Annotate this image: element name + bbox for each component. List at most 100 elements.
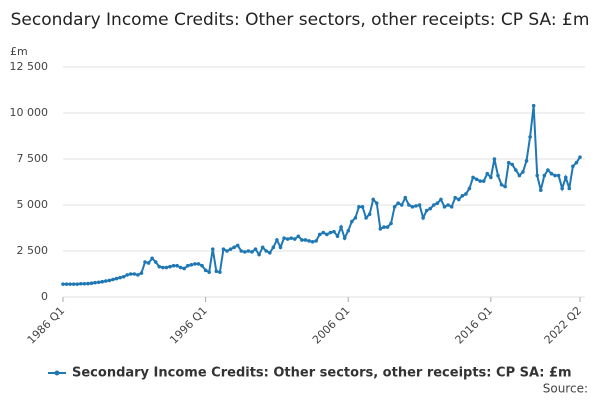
- point: [392, 205, 397, 209]
- point: [442, 205, 447, 209]
- point: [207, 270, 211, 274]
- point: [271, 245, 276, 250]
- point: [428, 206, 433, 211]
- point: [357, 205, 361, 209]
- point: [264, 249, 269, 253]
- point: [571, 164, 575, 169]
- x-tick-label: 2006 Q1: [310, 304, 353, 347]
- point: [125, 273, 129, 277]
- point: [360, 205, 365, 209]
- point: [578, 155, 582, 159]
- point: [521, 170, 525, 174]
- point: [514, 168, 518, 172]
- point: [114, 276, 119, 281]
- point: [556, 173, 561, 178]
- x-tick-label: 2022 Q2: [542, 304, 585, 347]
- point: [321, 230, 326, 235]
- point: [499, 182, 504, 187]
- point: [314, 239, 318, 243]
- point: [407, 203, 411, 207]
- point: [399, 203, 404, 207]
- point: [317, 232, 322, 237]
- point: [218, 270, 222, 274]
- point: [496, 173, 500, 178]
- point: [200, 263, 204, 268]
- point: [253, 247, 258, 251]
- point: [307, 239, 311, 243]
- y-unit: £m: [10, 45, 28, 58]
- x-tick-label: 1986 Q1: [25, 304, 68, 347]
- point: [396, 201, 400, 205]
- point: [300, 238, 304, 242]
- point: [68, 282, 72, 286]
- point: [542, 173, 547, 178]
- point: [371, 197, 376, 202]
- point: [435, 201, 440, 205]
- point: [189, 263, 194, 267]
- point: [449, 205, 454, 209]
- point: [285, 237, 290, 241]
- point: [89, 281, 94, 286]
- point: [235, 243, 240, 248]
- y-tick-label: 12 500: [10, 60, 49, 73]
- point: [567, 186, 572, 191]
- y-tick-label: 0: [41, 290, 48, 303]
- point: [61, 282, 65, 286]
- point: [168, 264, 172, 269]
- point: [103, 279, 108, 283]
- point: [339, 225, 343, 229]
- point: [161, 265, 165, 270]
- point: [185, 263, 190, 268]
- point: [178, 265, 183, 270]
- point: [100, 279, 105, 284]
- point: [221, 247, 226, 251]
- point: [257, 252, 261, 257]
- point: [214, 269, 219, 274]
- point: [510, 162, 515, 167]
- point: [260, 245, 265, 250]
- point: [96, 280, 101, 285]
- point: [517, 173, 522, 178]
- point: [175, 263, 179, 268]
- point: [446, 203, 450, 207]
- point: [292, 237, 297, 241]
- point: [246, 249, 251, 253]
- point: [403, 195, 408, 200]
- chart-title: Secondary Income Credits: Other sectors,…: [11, 10, 590, 30]
- point: [282, 236, 286, 240]
- point: [64, 282, 69, 286]
- x-tick-label: 1996 Q1: [167, 304, 210, 347]
- point: [467, 186, 472, 191]
- point: [193, 262, 197, 266]
- point: [456, 197, 461, 202]
- point: [171, 263, 176, 268]
- point: [389, 221, 393, 226]
- point: [474, 177, 479, 182]
- source: Source:: [543, 382, 588, 396]
- point: [410, 205, 415, 209]
- point: [93, 280, 97, 285]
- point: [489, 175, 493, 180]
- point: [243, 250, 247, 254]
- point: [453, 195, 458, 200]
- point: [139, 271, 144, 275]
- point: [414, 204, 418, 208]
- point: [492, 157, 497, 161]
- point: [332, 229, 336, 234]
- point: [79, 281, 83, 286]
- point: [432, 203, 436, 207]
- series-line: [63, 105, 581, 286]
- point: [328, 230, 333, 235]
- point: [546, 168, 550, 172]
- point: [374, 201, 379, 205]
- point: [460, 194, 465, 198]
- point: [239, 249, 244, 253]
- point: [203, 268, 208, 273]
- point: [481, 179, 486, 183]
- point: [128, 272, 133, 276]
- point: [268, 251, 272, 255]
- point: [153, 260, 158, 264]
- point: [225, 249, 229, 253]
- point: [417, 203, 422, 207]
- point: [353, 216, 358, 220]
